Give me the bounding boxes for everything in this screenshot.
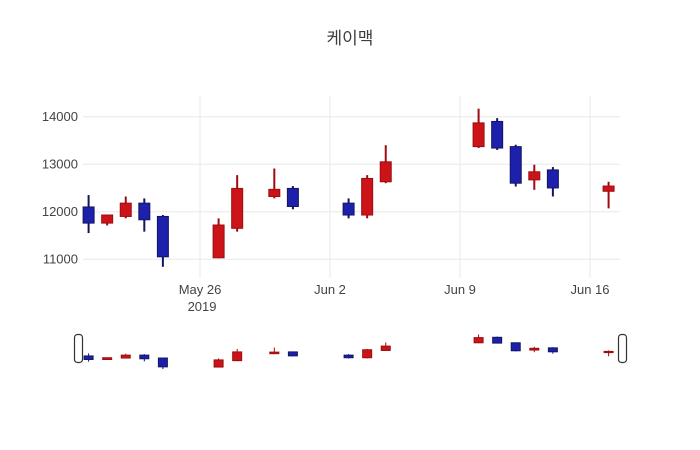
mini-candle bbox=[473, 334, 484, 344]
candle[interactable] bbox=[119, 196, 132, 219]
candle[interactable] bbox=[212, 218, 225, 259]
candle[interactable] bbox=[231, 175, 244, 232]
mini-candle bbox=[603, 350, 614, 357]
candle[interactable] bbox=[101, 214, 114, 226]
mini-candle bbox=[510, 342, 521, 352]
candle[interactable] bbox=[138, 198, 151, 232]
mini-candle bbox=[157, 357, 168, 370]
mini-candle bbox=[343, 354, 354, 359]
mini-candle bbox=[120, 353, 131, 359]
candle[interactable] bbox=[379, 145, 392, 184]
x-tick-label: May 26 bbox=[179, 282, 222, 297]
candle[interactable] bbox=[509, 144, 522, 187]
y-tick-label: 13000 bbox=[42, 157, 78, 172]
candle[interactable] bbox=[268, 168, 281, 199]
x-tick-sublabel: 2019 bbox=[188, 299, 217, 314]
candle[interactable] bbox=[491, 118, 504, 150]
x-tick-label: Jun 9 bbox=[444, 282, 476, 297]
candle[interactable] bbox=[82, 195, 95, 234]
range-slider-handle-right[interactable] bbox=[617, 333, 628, 364]
chart-title: 케이맥 bbox=[326, 29, 374, 48]
range-slider-handle-left[interactable] bbox=[73, 333, 84, 364]
mini-candle bbox=[492, 336, 503, 344]
candle[interactable] bbox=[528, 164, 541, 190]
mini-candle bbox=[287, 351, 298, 357]
candle[interactable] bbox=[546, 167, 559, 197]
mini-candle bbox=[102, 357, 113, 361]
candle[interactable] bbox=[156, 215, 169, 267]
mini-candle bbox=[362, 349, 373, 359]
mini-candle bbox=[529, 346, 540, 353]
candle[interactable] bbox=[472, 108, 485, 149]
y-tick-label: 11000 bbox=[43, 252, 78, 267]
candle[interactable] bbox=[342, 198, 355, 219]
candle[interactable] bbox=[602, 181, 615, 209]
candle[interactable] bbox=[286, 186, 299, 210]
candle[interactable] bbox=[361, 175, 374, 219]
mini-candle bbox=[139, 354, 150, 362]
mini-candle bbox=[269, 347, 280, 355]
x-tick-label: Jun 16 bbox=[570, 282, 609, 297]
mini-candle bbox=[232, 349, 243, 362]
mini-candle bbox=[213, 358, 224, 368]
y-tick-label: 12000 bbox=[42, 204, 78, 219]
y-tick-label: 14000 bbox=[42, 109, 78, 124]
mini-candle bbox=[380, 342, 391, 351]
mini-candle bbox=[547, 347, 558, 354]
x-tick-label: Jun 2 bbox=[314, 282, 346, 297]
mini-candle bbox=[83, 353, 94, 362]
